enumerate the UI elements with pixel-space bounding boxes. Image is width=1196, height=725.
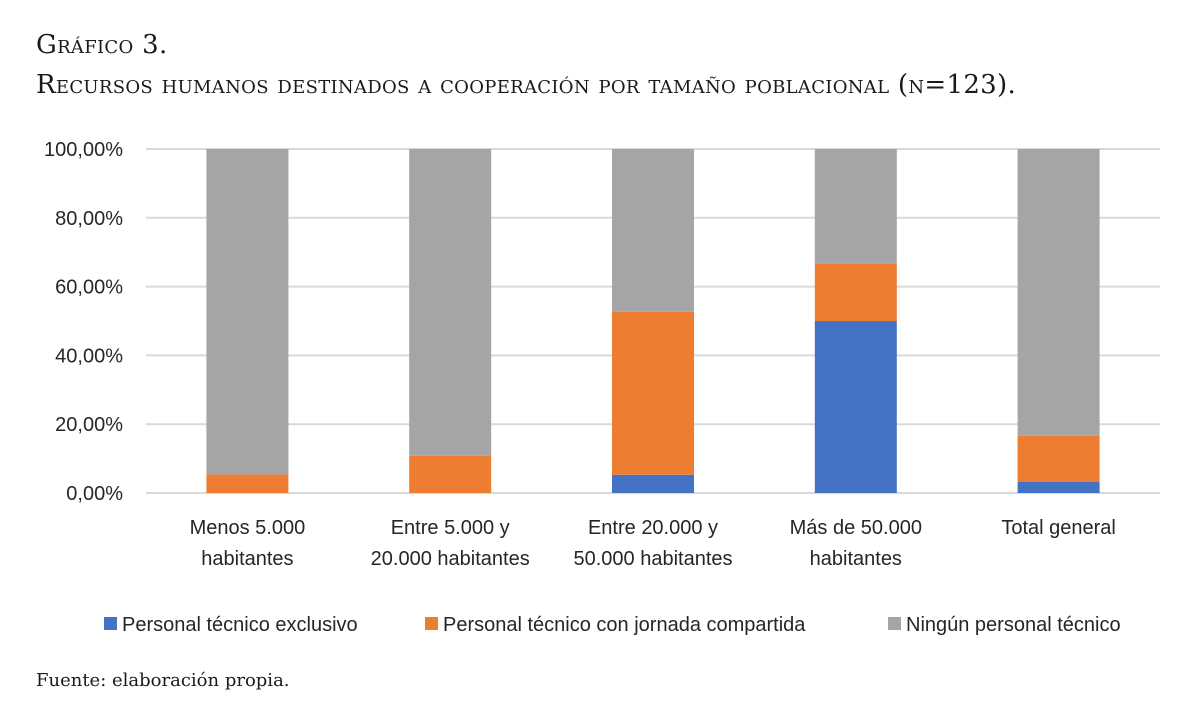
y-tick-label: 40,00%	[55, 345, 123, 367]
x-tick-label: habitantes	[201, 548, 293, 570]
x-tick-label: habitantes	[810, 548, 902, 570]
legend-label: Personal técnico exclusivo	[122, 614, 358, 636]
bar-segment	[206, 474, 289, 493]
bar-segment	[814, 321, 897, 493]
bar-segment	[1017, 435, 1100, 482]
x-axis-labels: Menos 5.000 habitantes Entre 5.000 y 20.000…	[190, 517, 1116, 570]
y-tick-label: 60,00%	[55, 277, 123, 299]
y-tick-label: 100,00%	[44, 139, 123, 161]
bar-segment	[612, 474, 694, 493]
bar-segment	[409, 149, 492, 456]
legend-swatch	[104, 617, 117, 630]
x-tick-label: Entre 20.000 y	[588, 517, 718, 539]
figure-title: Recursos humanos destinados a cooperació…	[36, 70, 1017, 100]
bar-segment	[612, 311, 694, 475]
bar-segment	[612, 149, 694, 312]
figure-label: Gráfico 3.	[36, 30, 168, 60]
x-tick-label: Menos 5.000	[190, 517, 306, 539]
bar-segment	[206, 149, 289, 475]
y-tick-label: 20,00%	[55, 414, 123, 436]
x-tick-label: 20.000 habitantes	[371, 548, 530, 570]
bar-segment	[814, 263, 897, 321]
bar-segment	[1017, 149, 1100, 436]
legend-swatch	[888, 617, 901, 630]
source-note: Fuente: elaboración propia.	[36, 670, 290, 691]
legend-label: Personal técnico con jornada compartida	[443, 614, 806, 636]
legend: Personal técnico exclusivo Personal técni…	[104, 614, 1121, 636]
x-tick-label: Total general	[1001, 517, 1116, 539]
legend-swatch	[425, 617, 438, 630]
y-axis-ticks: 0,00% 20,00% 40,00% 60,00% 80,00% 100,00%	[44, 139, 123, 505]
bar-segment	[814, 149, 897, 264]
x-tick-label: Entre 5.000 y	[391, 517, 510, 539]
x-tick-label: Más de 50.000	[790, 517, 922, 539]
bar-segment	[1017, 481, 1100, 493]
legend-label: Ningún personal técnico	[906, 614, 1121, 636]
y-tick-label: 0,00%	[66, 483, 123, 505]
bars	[206, 149, 1100, 493]
bar-segment	[409, 455, 492, 493]
y-tick-label: 80,00%	[55, 208, 123, 230]
x-tick-label: 50.000 habitantes	[573, 548, 732, 570]
